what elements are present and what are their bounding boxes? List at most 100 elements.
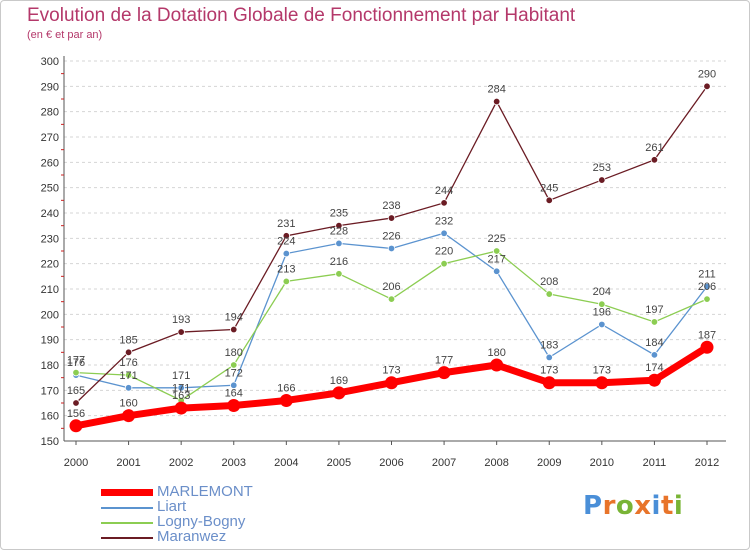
y-tick-label-240: 240 (41, 208, 59, 220)
point-marlemont-2000 (69, 419, 83, 433)
point-logny-bogny-2006 (387, 295, 396, 303)
data-label-logny-bogny-2001: 176 (119, 357, 137, 369)
data-label-liart-2003: 172 (225, 367, 243, 379)
legend-item-liart: Liart (101, 498, 361, 515)
point-logny-bogny-2011 (650, 318, 659, 326)
data-label-marlemont-2012: 187 (698, 329, 716, 341)
data-label-logny-bogny-2011: 197 (645, 304, 663, 316)
point-marlemont-2003 (227, 399, 241, 413)
legend-swatch-logny-bogny (101, 522, 153, 524)
point-marlemont-2001 (122, 409, 136, 423)
legend-label-logny-bogny: Logny-Bogny (157, 513, 246, 530)
point-maranwez-2010 (598, 176, 606, 184)
x-tick-label-2003: 2003 (222, 457, 246, 469)
data-label-liart-2006: 226 (382, 230, 400, 242)
point-logny-bogny-2007 (440, 259, 448, 268)
point-logny-bogny-2010 (598, 300, 606, 308)
x-tick-label-2009: 2009 (537, 457, 561, 469)
data-label-logny-bogny-2008: 225 (487, 233, 505, 245)
legend-label-marlemont: MARLEMONT (157, 483, 253, 500)
point-logny-bogny-2008 (492, 247, 501, 255)
data-label-logny-bogny-2005: 216 (330, 256, 348, 268)
legend-item-logny-bogny: Logny-Bogny (101, 513, 361, 530)
data-label-liart-2010: 196 (593, 306, 611, 318)
logo-letter: o (615, 491, 635, 521)
legend-label-liart: Liart (157, 498, 187, 515)
point-logny-bogny-2012 (703, 295, 711, 303)
point-logny-bogny-2003 (230, 361, 238, 369)
y-tick-label-220: 220 (41, 259, 59, 271)
point-liart-2005 (335, 239, 343, 248)
point-marlemont-2009 (542, 376, 556, 390)
legend-swatch-liart (101, 507, 153, 509)
y-tick-label-270: 270 (41, 132, 59, 144)
point-maranwez-2009 (545, 196, 553, 205)
data-label-logny-bogny-2009: 208 (540, 276, 558, 288)
x-tick-label-2008: 2008 (484, 457, 508, 469)
data-label-liart-2011: 184 (645, 337, 663, 349)
data-label-marlemont-2006: 173 (382, 365, 400, 377)
point-marlemont-2011 (647, 373, 661, 387)
data-label-marlemont-2011: 174 (645, 362, 663, 374)
axes: 150 160 170 180 190 200 210 220 230 240 250 260 270 2… (41, 56, 726, 469)
data-label-maranwez-2006: 238 (382, 200, 400, 212)
point-logny-bogny-2005 (335, 270, 343, 278)
point-marlemont-2006 (385, 376, 398, 390)
point-logny-bogny-2009 (545, 290, 553, 298)
gridlines (64, 60, 726, 442)
point-logny-bogny-2001 (124, 371, 133, 379)
point-liart-2002 (177, 384, 185, 392)
point-liart-2007 (440, 229, 448, 237)
data-label-liart-2008: 217 (487, 253, 505, 265)
data-label-marlemont-2004: 166 (277, 382, 295, 394)
x-tick-label-2007: 2007 (432, 457, 456, 469)
data-label-logny-bogny-2006: 206 (382, 281, 400, 293)
point-liart-2001 (124, 384, 133, 392)
logo-letter: x (634, 491, 652, 521)
point-marlemont-2005 (332, 386, 346, 400)
point-maranwez-2000 (72, 399, 80, 407)
data-label-marlemont-2000: 156 (67, 408, 85, 420)
legend-item-marlemont: MARLEMONT (101, 483, 361, 500)
data-label-logny-bogny-2003: 180 (225, 347, 243, 359)
data-label-liart-2000: 176 (67, 357, 85, 369)
x-tick-label-2005: 2005 (327, 457, 351, 469)
legend: MARLEMONT Liart Logny-Bogny Maranwez (101, 483, 361, 545)
legend-swatch-marlemont (101, 489, 153, 496)
x-tick-label-2002: 2002 (169, 457, 193, 469)
point-marlemont-2007 (437, 366, 451, 380)
y-tick-label-200: 200 (41, 309, 59, 321)
data-label-logny-bogny-2010: 204 (593, 286, 611, 298)
x-tick-label-2011: 2011 (643, 457, 667, 469)
data-label-marlemont-2010: 173 (593, 365, 611, 377)
point-maranwez-2001 (124, 348, 133, 357)
point-maranwez-2006 (387, 214, 396, 222)
y-tick-label-300: 300 (41, 56, 59, 68)
y-tick-label-190: 190 (41, 335, 59, 347)
logo-letter: r (602, 491, 616, 521)
legend-item-maranwez: Maranwez (101, 528, 361, 545)
chart-subtitle: (en € et par an) (27, 29, 103, 41)
y-tick-label-280: 280 (41, 107, 59, 119)
data-label-maranwez-2012: 290 (698, 68, 716, 80)
data-label-maranwez-2002: 193 (172, 314, 190, 326)
proxiti-logo: Proxiti (583, 491, 683, 521)
data-label-liart-2009: 183 (540, 339, 558, 351)
data-label-logny-bogny-2002: 171 (172, 382, 190, 394)
data-label-liart-2001: 171 (119, 370, 137, 382)
data-label-marlemont-2007: 177 (435, 355, 453, 367)
point-maranwez-2004 (282, 232, 291, 240)
x-tick-label-2012: 2012 (695, 457, 719, 469)
data-label-marlemont-2008: 180 (487, 347, 505, 359)
point-marlemont-2008 (490, 358, 504, 372)
data-label-maranwez-2004: 231 (277, 218, 295, 230)
legend-label-maranwez: Maranwez (157, 528, 227, 545)
y-tick-label-230: 230 (41, 233, 59, 245)
data-label-liart-2007: 232 (435, 215, 453, 227)
chart-title: Evolution de la Dotation Globale de Fonc… (27, 5, 576, 26)
data-label-maranwez-2010: 253 (593, 162, 611, 174)
x-tick-label-2010: 2010 (590, 457, 614, 469)
data-label-liart-2002: 171 (172, 370, 190, 382)
point-marlemont-2010 (595, 376, 609, 390)
point-maranwez-2007 (440, 199, 448, 207)
